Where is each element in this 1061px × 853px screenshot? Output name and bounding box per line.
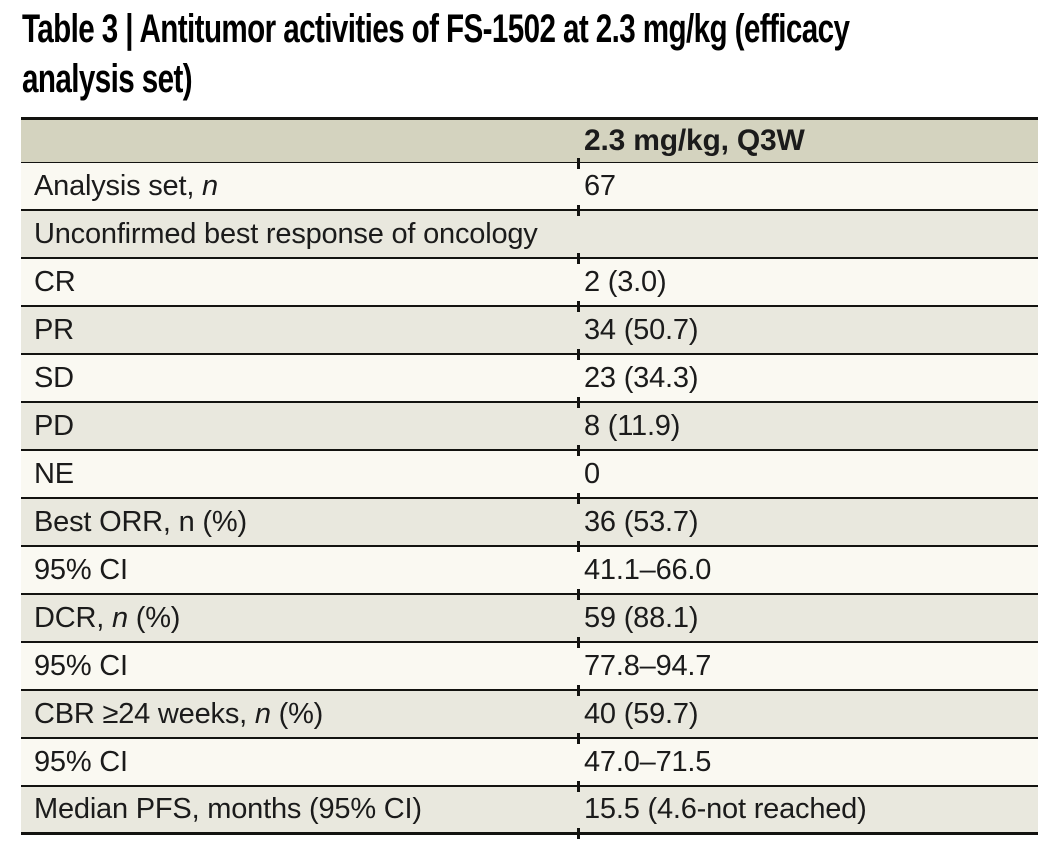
title-line-2: analysis set) <box>22 57 193 101</box>
row-label: 95% CI <box>21 650 578 683</box>
row-label-text: 95% CI <box>34 745 128 778</box>
row-label-text: PD <box>34 409 74 442</box>
table-row: CBR ≥24 weeks, n (%) 40 (59.7) <box>21 691 1038 744</box>
table-row: Analysis set, n 67 <box>21 163 1038 216</box>
row-value: 67 <box>584 169 616 202</box>
row-label-text: 95% CI <box>34 649 128 682</box>
table-row: PD 8 (11.9) <box>21 403 1038 456</box>
row-label-text: 95% CI <box>34 553 128 586</box>
row-label-text: Unconfirmed best response of oncology <box>34 217 538 250</box>
row-label-text: SD <box>34 361 74 394</box>
row-label: PD <box>21 410 578 443</box>
table-row: SD 23 (34.3) <box>21 355 1038 408</box>
row-label: NE <box>21 458 578 491</box>
table-body: Analysis set, n 67 Unconfirmed best resp… <box>21 163 1038 839</box>
row-label-text: Median PFS, months (95% CI) <box>34 793 422 825</box>
row-label: Best ORR, n (%) <box>21 506 578 539</box>
row-value: 34 (50.7) <box>584 313 699 346</box>
row-value: 8 (11.9) <box>584 409 681 442</box>
row-label: DCR, n (%) <box>21 602 578 635</box>
row-value: 15.5 (4.6-not reached) <box>584 793 867 825</box>
table-row: CR 2 (3.0) <box>21 259 1038 312</box>
row-label-text: Best ORR, n (%) <box>34 505 247 538</box>
row-value: 2 (3.0) <box>584 265 667 298</box>
row-label-italic-n: n <box>111 601 128 634</box>
row-label: 95% CI <box>21 554 578 587</box>
table-row: DCR, n (%) 59 (88.1) <box>21 595 1038 648</box>
table-row: PR 34 (50.7) <box>21 307 1038 360</box>
row-label: SD <box>21 362 578 395</box>
row-label: 95% CI <box>21 746 578 779</box>
row-label-italic-n: n <box>202 169 218 202</box>
row-label: Unconfirmed best response of oncology <box>21 218 1038 251</box>
table-row: 95% CI 47.0–71.5 <box>21 739 1038 792</box>
title-line-1: Table 3 | Antitumor activities of FS-150… <box>22 7 850 51</box>
page-title: Table 3 | Antitumor activities of FS-150… <box>22 4 850 104</box>
row-label: CR <box>21 266 578 299</box>
table-row: NE 0 <box>21 451 1038 504</box>
row-value: 23 (34.3) <box>584 361 699 394</box>
row-value: 0 <box>584 457 600 490</box>
row-label-text: CBR ≥24 weeks, <box>34 697 255 730</box>
row-label-text: PR <box>34 313 74 346</box>
row-label-suffix: (%) <box>270 697 324 730</box>
row-label-text: CR <box>34 265 76 298</box>
table-row: 95% CI 41.1–66.0 <box>21 547 1038 600</box>
row-label-text: DCR, <box>34 601 112 634</box>
column-header: 2.3 mg/kg, Q3W <box>584 124 805 157</box>
row-label-text: NE <box>34 457 74 490</box>
row-value: 47.0–71.5 <box>584 745 712 778</box>
data-table: 2.3 mg/kg, Q3W Analysis set, n 67 Unconf… <box>21 117 1038 839</box>
table-header-row: 2.3 mg/kg, Q3W <box>21 120 1038 169</box>
table-row: 95% CI 77.8–94.7 <box>21 643 1038 696</box>
row-label-text: Analysis set, <box>34 169 203 202</box>
row-value: 77.8–94.7 <box>584 649 712 682</box>
row-value: 40 (59.7) <box>584 697 699 730</box>
row-label: PR <box>21 314 578 347</box>
table-row: Median PFS, months (95% CI) 15.5 (4.6-no… <box>21 787 1038 839</box>
row-value: 59 (88.1) <box>584 601 699 634</box>
table-row: Unconfirmed best response of oncology <box>21 211 1038 264</box>
row-label: CBR ≥24 weeks, n (%) <box>21 698 578 731</box>
row-label-suffix: (%) <box>127 601 181 634</box>
table-row: Best ORR, n (%) 36 (53.7) <box>21 499 1038 552</box>
row-label: Median PFS, months (95% CI) <box>21 793 578 826</box>
row-value: 36 (53.7) <box>584 505 699 538</box>
row-label: Analysis set, n <box>21 170 578 203</box>
row-value: 41.1–66.0 <box>584 553 712 586</box>
row-label-italic-n: n <box>254 697 271 730</box>
